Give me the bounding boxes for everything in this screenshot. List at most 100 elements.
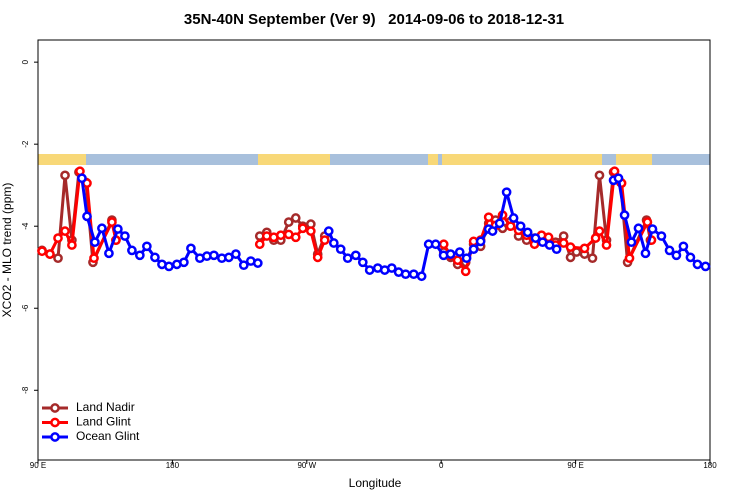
point	[127, 245, 137, 256]
point	[45, 249, 55, 259]
point	[626, 237, 637, 248]
point	[483, 212, 494, 223]
x-tick-label: 180	[166, 461, 180, 470]
point	[487, 226, 498, 236]
point	[594, 226, 605, 236]
point	[342, 253, 353, 264]
plot-frame	[37, 39, 711, 461]
point	[134, 250, 145, 261]
point	[77, 173, 87, 184]
point	[642, 217, 653, 227]
point	[142, 241, 152, 252]
point	[640, 248, 651, 259]
point	[647, 224, 658, 234]
chart-title: 35N-40N September (Ver 9) 2014-09-06 to …	[184, 11, 564, 28]
point	[305, 226, 316, 236]
legend-marker	[50, 403, 60, 413]
point	[671, 250, 682, 261]
legend-marker	[50, 432, 60, 442]
point	[590, 233, 601, 243]
point	[120, 231, 130, 241]
y-tick-label: -6	[21, 304, 30, 312]
point	[179, 257, 189, 268]
point	[150, 252, 160, 263]
point	[113, 224, 123, 234]
point	[53, 233, 63, 243]
x-tick-label: 90 E	[30, 461, 46, 470]
point	[475, 236, 486, 247]
point	[335, 244, 346, 255]
point	[254, 239, 265, 250]
point	[416, 271, 427, 282]
land-band	[38, 154, 86, 165]
point	[505, 221, 516, 232]
x-axis-label: Longitude	[349, 476, 402, 490]
y-tick-label: 0	[21, 59, 30, 64]
point	[613, 173, 624, 184]
point	[290, 232, 301, 243]
legend-label: Land Glint	[76, 415, 131, 429]
point	[565, 242, 576, 252]
point	[530, 233, 541, 243]
point	[678, 241, 689, 252]
point	[452, 255, 463, 266]
point	[579, 243, 590, 254]
y-tick-label: -2	[21, 140, 30, 148]
point	[252, 258, 263, 268]
point	[209, 250, 219, 261]
x-tick-label: 90 W	[297, 461, 316, 470]
point	[350, 250, 361, 261]
point	[386, 263, 397, 273]
point	[508, 213, 519, 223]
point	[656, 231, 667, 241]
point	[104, 248, 114, 259]
y-tick-label: -4	[21, 222, 30, 230]
point	[53, 253, 63, 264]
point	[624, 253, 635, 264]
point	[558, 238, 569, 248]
land-band	[616, 154, 652, 165]
point	[275, 230, 286, 241]
point	[430, 239, 441, 250]
point	[609, 166, 620, 177]
point	[494, 218, 505, 229]
point	[565, 252, 576, 263]
point	[37, 246, 47, 257]
point	[501, 187, 512, 198]
point	[238, 260, 249, 271]
point	[700, 261, 711, 272]
point	[97, 223, 107, 234]
point	[587, 253, 598, 264]
point	[231, 249, 241, 259]
point	[445, 249, 456, 259]
point	[290, 213, 301, 223]
point	[312, 252, 323, 263]
point	[468, 244, 479, 255]
point	[82, 211, 92, 222]
legend-label: Land Nadir	[76, 400, 135, 414]
ocean-band	[38, 154, 710, 165]
point	[522, 227, 533, 238]
point	[283, 217, 294, 227]
land-band	[258, 154, 330, 165]
x-tick-label: 180	[703, 461, 717, 470]
point	[319, 235, 330, 246]
point	[544, 240, 555, 250]
point	[107, 217, 117, 227]
point	[67, 240, 77, 250]
point	[297, 223, 308, 234]
point	[633, 223, 644, 234]
y-tick-label: -8	[21, 386, 30, 394]
map-strip	[38, 154, 710, 165]
point	[460, 266, 471, 277]
point	[461, 253, 472, 264]
x-tick-label: 90 E	[567, 461, 583, 470]
point	[454, 247, 465, 257]
point	[551, 244, 562, 255]
point	[400, 269, 411, 280]
point	[90, 237, 100, 248]
point	[594, 170, 605, 181]
